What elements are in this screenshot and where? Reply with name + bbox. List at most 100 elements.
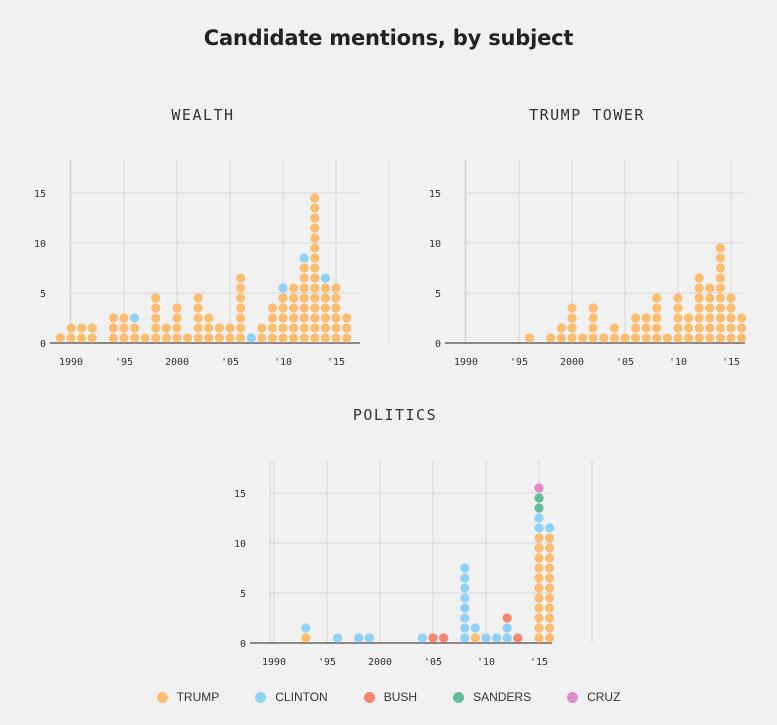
dot-trump: [310, 323, 320, 333]
legend-item-clinton: CLINTON: [255, 690, 328, 704]
dot-trump: [66, 333, 76, 343]
dot-trump: [684, 323, 694, 333]
legend-swatch: [453, 691, 465, 703]
dot-trump: [705, 313, 715, 323]
dot-trump: [151, 313, 161, 323]
dot-trump: [534, 573, 544, 583]
y-tick-label: 15: [234, 489, 246, 500]
dot-trump: [320, 333, 330, 343]
x-tick-label: '15: [722, 357, 740, 368]
dot-sanders: [534, 493, 544, 503]
y-tick-label: 5: [240, 589, 246, 600]
y-tick-label: 15: [429, 189, 441, 200]
dot-trump: [726, 303, 736, 313]
dot-clinton: [460, 583, 470, 593]
panel-title: WEALTH: [171, 106, 234, 124]
dot-trump: [556, 323, 566, 333]
dot-trump: [130, 323, 140, 333]
dot-trump: [320, 293, 330, 303]
dot-trump: [705, 283, 715, 293]
dot-trump: [705, 323, 715, 333]
dot-trump: [130, 333, 140, 343]
dot-trump: [119, 323, 129, 333]
dot-trump: [299, 293, 309, 303]
dot-trump: [214, 333, 224, 343]
politics-chart: POLITICS 1990 '95 2000 '05 '10 '15 0 5 10 15: [234, 406, 593, 668]
legend-swatch: [156, 691, 168, 703]
dot-trump: [310, 243, 320, 253]
dot-trump: [204, 333, 214, 343]
y-tick-label: 0: [435, 339, 441, 350]
dot-trump: [534, 613, 544, 623]
dot-trump: [267, 303, 277, 313]
dot-trump: [119, 313, 129, 323]
dot-clinton: [492, 633, 502, 643]
dot-trump: [631, 313, 641, 323]
dot-trump: [236, 283, 246, 293]
x-tick-label: 2000: [560, 357, 584, 368]
x-tick-label: 1990: [59, 357, 83, 368]
dot-trump: [715, 263, 725, 273]
dot-trump: [694, 313, 704, 323]
dot-trump: [289, 323, 299, 333]
dot-trump: [331, 323, 341, 333]
dot-trump: [331, 303, 341, 313]
dot-trump: [715, 323, 725, 333]
dot-trump: [705, 303, 715, 313]
dot-trump: [331, 283, 341, 293]
dot-trump: [620, 333, 630, 343]
dot-trump: [278, 333, 288, 343]
dot-trump: [588, 323, 598, 333]
dot-trump: [320, 313, 330, 323]
legend-label: TRUMP: [176, 690, 220, 704]
dot-trump: [299, 283, 309, 293]
dot-trump: [534, 593, 544, 603]
dot-trump: [578, 333, 588, 343]
dot-trump: [737, 323, 747, 333]
dot-trump: [204, 323, 214, 333]
dot-trump: [299, 313, 309, 323]
dot-trump: [567, 333, 577, 343]
dot-trump: [55, 333, 65, 343]
panel-title: POLITICS: [353, 406, 437, 424]
dot-trump: [267, 323, 277, 333]
dot-trump: [641, 333, 651, 343]
dot-trump: [673, 333, 683, 343]
dot-clinton: [460, 613, 470, 623]
dot-trump: [299, 263, 309, 273]
dot-trump: [310, 223, 320, 233]
dot-trump: [534, 633, 544, 643]
dot-trump: [694, 303, 704, 313]
dot-trump: [299, 273, 309, 283]
dot-clinton: [354, 633, 364, 643]
dot-clinton: [545, 523, 555, 533]
x-tick-label: '15: [530, 657, 548, 668]
dot-bush: [428, 633, 438, 643]
dot-cruz: [534, 483, 544, 493]
dot-trump: [236, 273, 246, 283]
dot-trump: [534, 533, 544, 543]
dot-trump: [525, 333, 535, 343]
dot-trump: [140, 333, 150, 343]
dot-trump: [301, 633, 311, 643]
dot-clinton: [460, 603, 470, 613]
dot-trump: [161, 323, 171, 333]
dot-trump: [567, 323, 577, 333]
chart-title: Candidate mentions, by subject: [203, 26, 574, 50]
dot-clinton: [470, 623, 480, 633]
x-tick-label: '15: [327, 357, 345, 368]
x-tick-label: 1990: [262, 657, 286, 668]
dot-bush: [439, 633, 449, 643]
wealth-chart: WEALTH 1990 '95 2000 '05 '10 '15 0 5 10 15: [34, 106, 390, 368]
dot-trump: [161, 333, 171, 343]
dot-trump: [588, 313, 598, 323]
dot-trump: [534, 543, 544, 553]
legend-label: BUSH: [383, 690, 418, 704]
dot-bush: [502, 613, 512, 623]
dot-trump: [172, 313, 182, 323]
legend-label: CRUZ: [587, 690, 621, 704]
dot-trump: [715, 303, 725, 313]
y-tick-label: 10: [34, 239, 46, 250]
panel-title: TRUMP TOWER: [529, 106, 645, 124]
legend-swatch: [567, 691, 579, 703]
